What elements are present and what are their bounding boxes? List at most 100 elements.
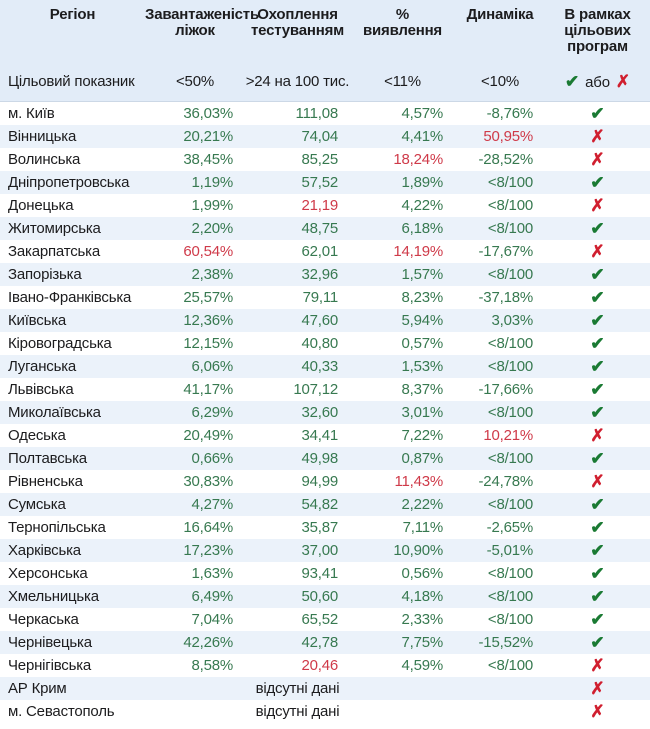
cross-icon: ✗: [590, 241, 605, 261]
testing-value: 47,60: [301, 312, 338, 329]
testing-value: 57,52: [301, 174, 338, 191]
col-header-dynamics: Динаміка: [455, 0, 545, 62]
table-row: Рівненська 30,83% 94,99 11,43% -24,78% ✗: [0, 470, 650, 493]
beds-value: 36,03%: [183, 105, 233, 122]
beds-value: 1,99%: [191, 197, 233, 214]
detection-value: 8,23%: [401, 289, 443, 306]
detection-value: 6,18%: [401, 220, 443, 237]
program-cell: ✗: [545, 470, 650, 493]
table-row: Херсонська 1,63% 93,41 0,56% <8/100 ✔: [0, 562, 650, 585]
beds-value: 30,83%: [183, 473, 233, 490]
detection-value: 0,56%: [401, 565, 443, 582]
table-row: Вінницька 20,21% 74,04 4,41% 50,95% ✗: [0, 125, 650, 148]
detection-value: 4,18%: [401, 588, 443, 605]
program-cell: ✔: [545, 608, 650, 631]
testing-value: 37,00: [301, 542, 338, 559]
region-name: Кіровоградська: [8, 335, 112, 352]
check-icon: ✔: [590, 402, 605, 422]
program-cell: ✔: [545, 539, 650, 562]
beds-value: 38,45%: [183, 151, 233, 168]
table-row: АР Крим відсутні дані ✗: [0, 677, 650, 700]
region-name: Чернігівська: [8, 657, 92, 674]
testing-value: 35,87: [301, 519, 338, 536]
target-row: Цільовий показник <50% >24 на 100 тис. <…: [0, 62, 650, 102]
table-body: м. Київ 36,03% 111,08 4,57% -8,76% ✔ Вінницька…: [0, 102, 650, 724]
table-row: Волинська 38,45% 85,25 18,24% -28,52% ✗: [0, 148, 650, 171]
table-row: Луганська 6,06% 40,33 1,53% <8/100 ✔: [0, 355, 650, 378]
detection-value: 2,33%: [401, 611, 443, 628]
program-cell: ✔: [545, 447, 650, 470]
detection-value: 0,87%: [401, 450, 443, 467]
testing-value: 107,12: [293, 381, 338, 398]
beds-value: 25,57%: [183, 289, 233, 306]
check-icon: ✔: [590, 218, 605, 238]
program-cell: ✗: [545, 148, 650, 171]
dynamics-value: 10,21%: [483, 427, 533, 444]
program-cell: ✗: [545, 677, 650, 700]
detection-value: 1,53%: [401, 358, 443, 375]
check-icon: ✔: [590, 448, 605, 468]
region-name: Київська: [8, 312, 67, 329]
testing-value: 62,01: [301, 243, 338, 260]
table-row: Дніпропетровська 1,19% 57,52 1,89% <8/100 ✔: [0, 171, 650, 194]
col-header-beds: Завантаженість ліжок: [145, 0, 259, 62]
region-name: Житомирська: [8, 220, 101, 237]
detection-value: 0,57%: [401, 335, 443, 352]
cross-icon: ✗: [590, 195, 605, 215]
beds-value: 0,66%: [191, 450, 233, 467]
check-icon: ✔: [590, 494, 605, 514]
cross-icon: ✗: [590, 678, 605, 698]
beds-value: 6,49%: [191, 588, 233, 605]
dynamics-value: <8/100: [487, 358, 533, 375]
dynamics-value: <8/100: [487, 588, 533, 605]
program-cell: ✔: [545, 263, 650, 286]
detection-value: 4,57%: [401, 105, 443, 122]
check-icon: ✔: [590, 103, 605, 123]
beds-value: 6,06%: [191, 358, 233, 375]
detection-value: 4,22%: [401, 197, 443, 214]
detection-value: 4,59%: [401, 657, 443, 674]
target-detection: <11%: [350, 62, 455, 102]
table-row: Черкаська 7,04% 65,52 2,33% <8/100 ✔: [0, 608, 650, 631]
program-cell: ✗: [545, 654, 650, 677]
testing-value: 42,78: [301, 634, 338, 651]
region-name: Миколаївська: [8, 404, 101, 421]
cross-icon: ✗: [590, 701, 605, 721]
dynamics-value: <8/100: [487, 174, 533, 191]
table-row: Запорізька 2,38% 32,96 1,57% <8/100 ✔: [0, 263, 650, 286]
table-row: Тернопільська 16,64% 35,87 7,11% -2,65% ✔: [0, 516, 650, 539]
program-cell: ✗: [545, 194, 650, 217]
dynamics-value: -15,52%: [478, 634, 534, 651]
dynamics-value: <8/100: [487, 197, 533, 214]
detection-value: 7,11%: [402, 519, 444, 536]
testing-value: 85,25: [301, 151, 338, 168]
beds-value: 2,38%: [191, 266, 233, 283]
program-cell: ✔: [545, 332, 650, 355]
dynamics-value: -28,52%: [478, 151, 534, 168]
beds-value: 2,20%: [191, 220, 233, 237]
region-name: Луганська: [8, 358, 77, 375]
cross-icon: ✗: [615, 71, 631, 91]
region-name: Хмельницька: [8, 588, 99, 605]
beds-value: 41,17%: [183, 381, 233, 398]
dynamics-value: 50,95%: [483, 128, 533, 145]
check-icon: ✔: [590, 609, 605, 629]
check-icon: ✔: [590, 379, 605, 399]
region-name: Донецька: [8, 197, 74, 214]
program-cell: ✔: [545, 493, 650, 516]
cross-icon: ✗: [590, 149, 605, 169]
dynamics-value: <8/100: [487, 565, 533, 582]
dynamics-value: <8/100: [487, 404, 533, 421]
beds-value: 7,04%: [191, 611, 233, 628]
testing-value: 32,96: [301, 266, 338, 283]
table-row: м. Київ 36,03% 111,08 4,57% -8,76% ✔: [0, 102, 650, 126]
region-name: Херсонська: [8, 565, 88, 582]
testing-value: 94,99: [301, 473, 338, 490]
target-row-label: Цільовий показник: [0, 62, 145, 102]
check-icon: ✔: [590, 287, 605, 307]
dynamics-value: <8/100: [487, 611, 533, 628]
program-cell: ✔: [545, 102, 650, 126]
detection-value: 11,43%: [394, 473, 443, 490]
check-icon: ✔: [590, 172, 605, 192]
